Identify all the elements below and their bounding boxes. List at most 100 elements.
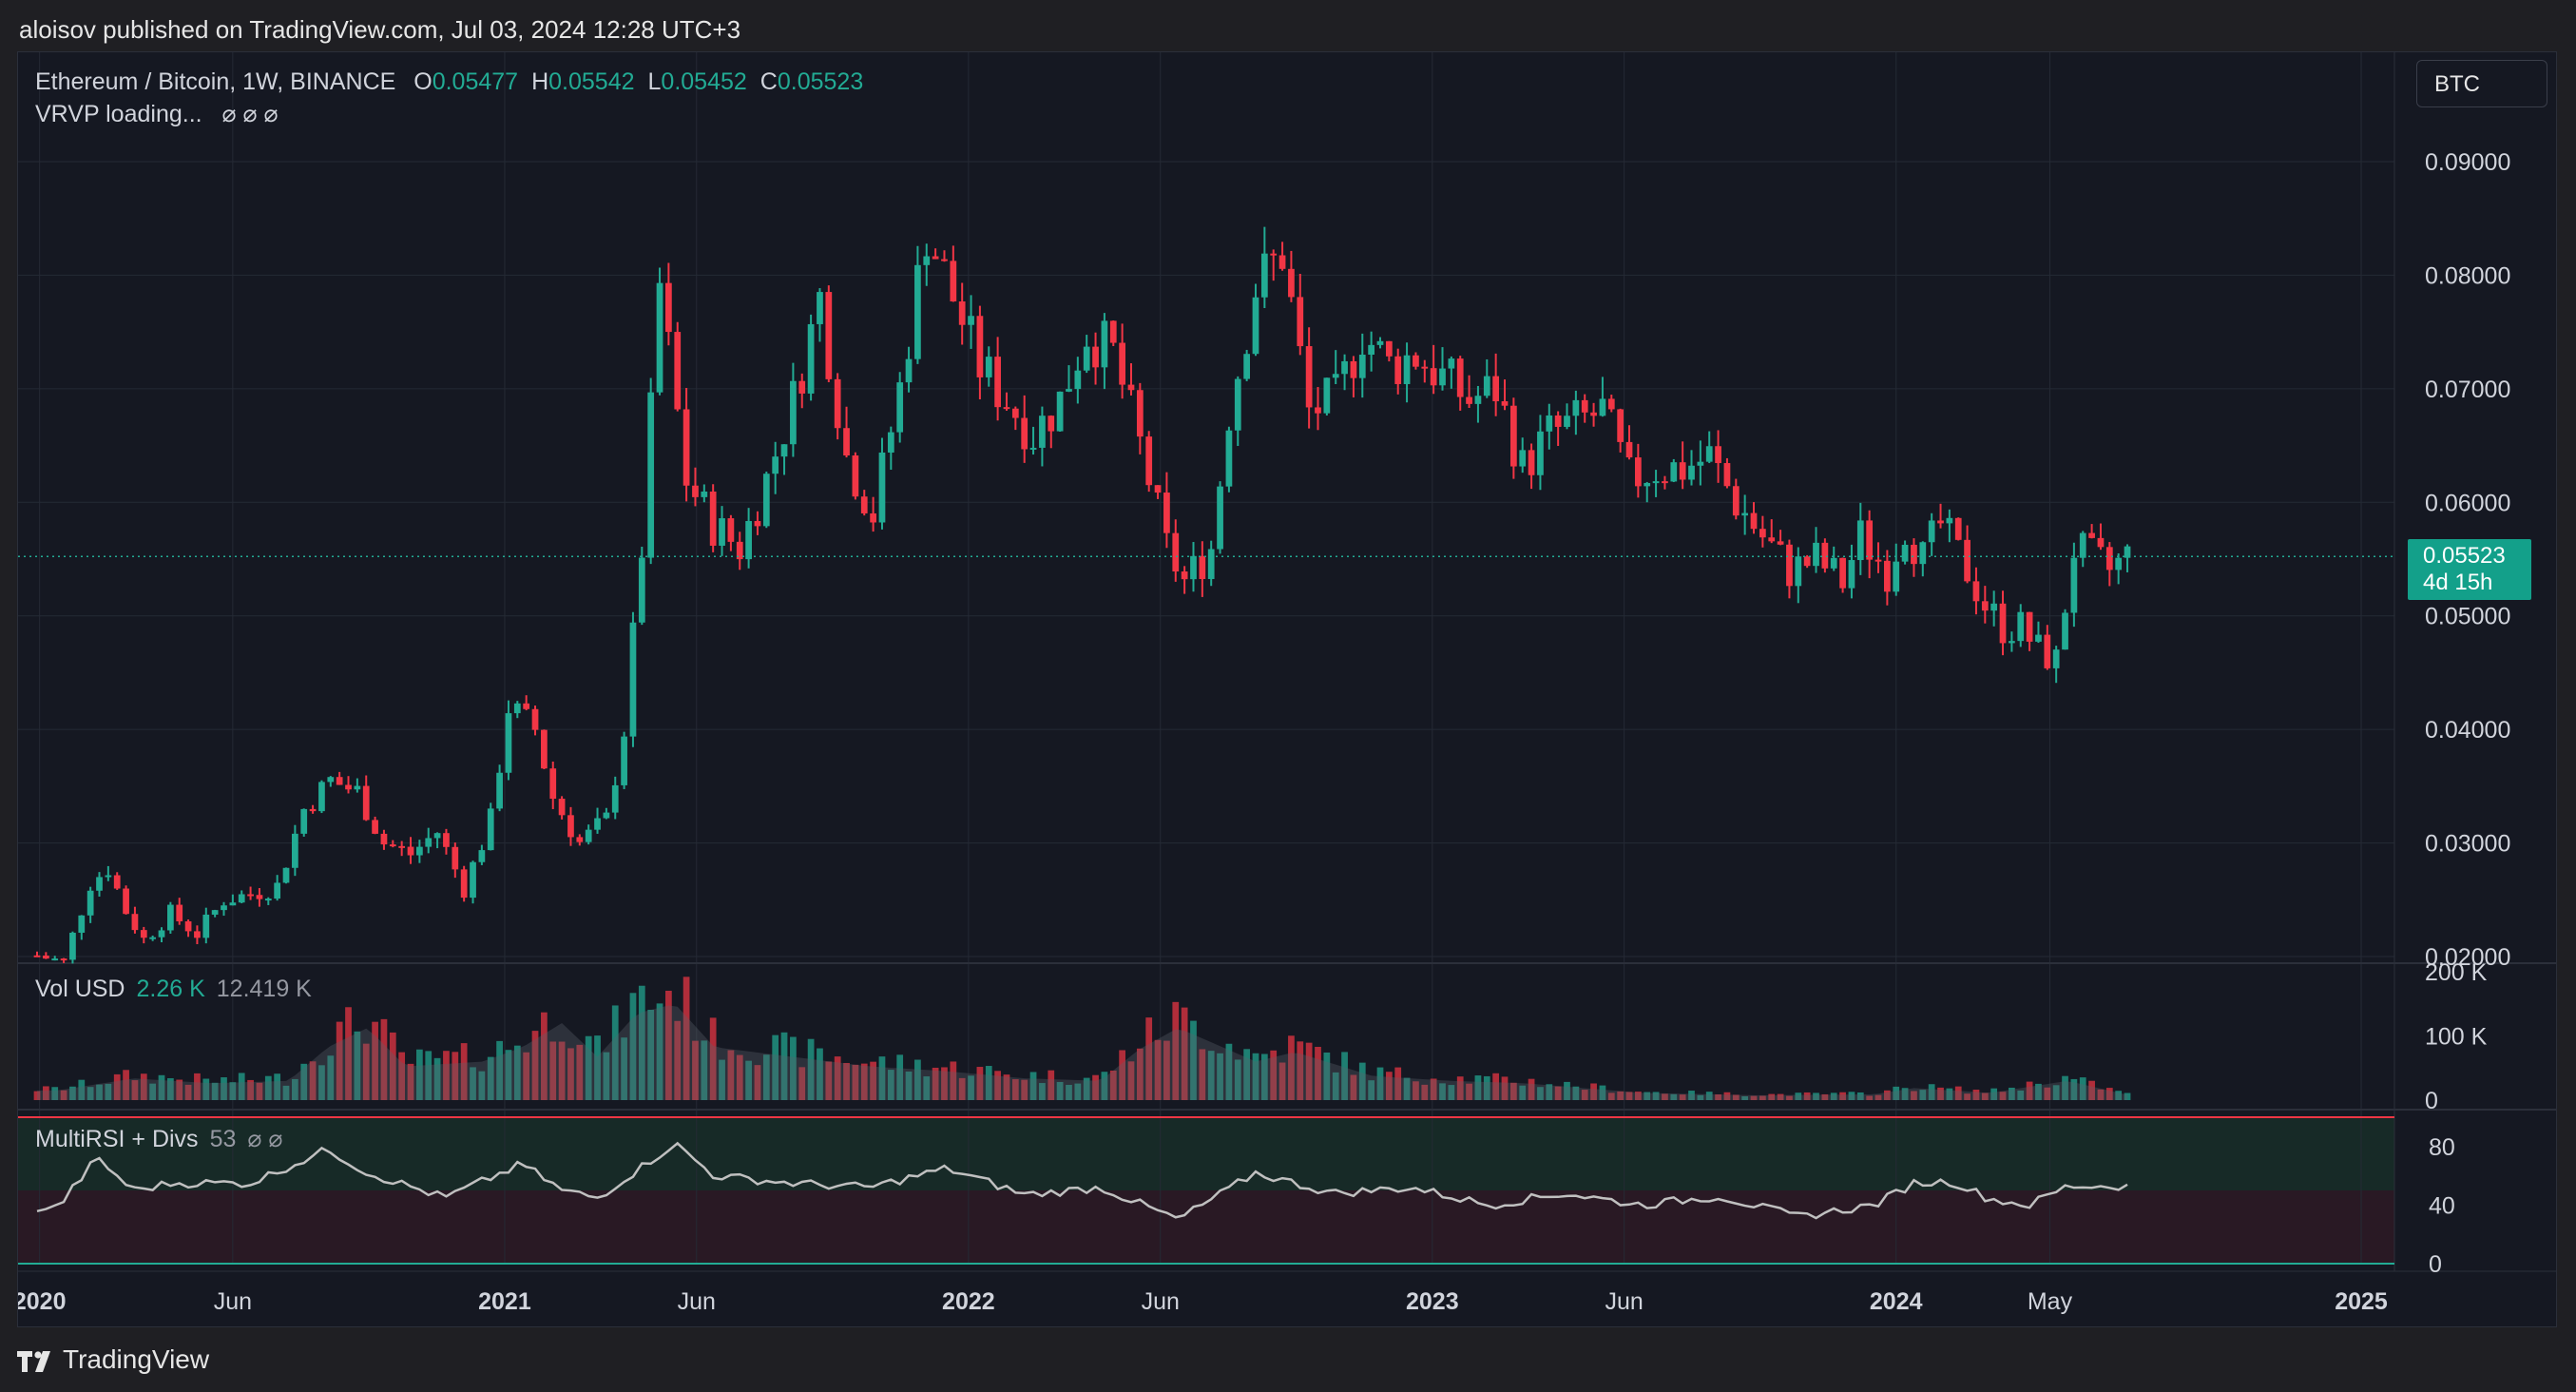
volume-bar-156 [1421, 1084, 1429, 1100]
volume-bar-79 [736, 1054, 743, 1100]
volume-bar-166 [1509, 1082, 1517, 1100]
rsi-label[interactable]: MultiRSI + Divs [35, 1126, 199, 1152]
volume-bar-194 [1759, 1095, 1766, 1100]
candle-body-92 [852, 455, 859, 497]
candle-body-29 [292, 833, 298, 868]
volume-bar-150 [1368, 1080, 1375, 1100]
candle-body-153 [1394, 356, 1402, 384]
candle-body-204 [1848, 560, 1855, 589]
volume-bar-187 [1697, 1094, 1704, 1100]
candle-body-114 [1048, 416, 1055, 432]
candle-body-217 [1964, 539, 1970, 582]
candle-body-19 [202, 914, 210, 938]
time-axis-label-8: 2024 [1870, 1288, 1923, 1315]
candle-body-2 [51, 958, 59, 961]
time-axis-label-2: 2021 [478, 1288, 531, 1315]
volume-bar-153 [1394, 1067, 1402, 1100]
candle-body-207 [1874, 559, 1882, 562]
candle-body-233 [2105, 547, 2113, 570]
volume-bar-11 [131, 1080, 139, 1100]
volume-bar-81 [754, 1065, 761, 1100]
candle-body-3 [60, 958, 67, 961]
candle-body-94 [870, 512, 876, 523]
time-axis-label-4: 2022 [942, 1288, 995, 1315]
candle-body-35 [345, 784, 352, 790]
candle-body-16 [176, 904, 183, 921]
candle-body-67 [629, 622, 637, 737]
volume-bar-217 [1964, 1093, 1970, 1100]
symbol-title[interactable]: Ethereum / Bitcoin, 1W, BINANCE [35, 68, 396, 95]
volume-bar-104 [958, 1077, 966, 1100]
candle-body-115 [1056, 391, 1064, 432]
time-axis-label-1: Jun [214, 1288, 252, 1315]
candle-body-121 [1109, 320, 1117, 343]
volume-bar-116 [1066, 1084, 1072, 1100]
volume-bar-193 [1750, 1095, 1758, 1100]
volume-bar-107 [985, 1066, 992, 1100]
candle-body-179 [1625, 441, 1633, 458]
volume-bar-164 [1492, 1073, 1500, 1100]
candle-body-147 [1341, 360, 1348, 375]
chart-canvas[interactable]: 0.09000 0.08000 0.07000 0.06000 0.05000 0.040… [18, 52, 2556, 1326]
candle-body-4 [69, 932, 76, 960]
currency-button[interactable]: BTC [2416, 60, 2547, 107]
close-value: 0.05523 [777, 68, 864, 95]
candle-body-209 [1893, 561, 1900, 592]
volume-bar-161 [1466, 1083, 1472, 1100]
volume-bar-183 [1662, 1093, 1668, 1100]
volume-bar-78 [727, 1050, 735, 1100]
volume-bar-25 [256, 1082, 263, 1100]
volume-bar-32 [318, 1065, 325, 1100]
volume-bar-235 [2124, 1092, 2131, 1100]
candle-body-229 [2070, 557, 2078, 613]
volume-bar-119 [1092, 1074, 1099, 1100]
volume-bar-216 [1954, 1086, 1962, 1100]
volume-bar-186 [1688, 1091, 1695, 1100]
volume-bar-114 [1048, 1070, 1055, 1100]
volume-label[interactable]: Vol USD [35, 976, 125, 1002]
candle-body-130 [1190, 555, 1197, 580]
candle-body-228 [2062, 612, 2068, 650]
chart-frame[interactable]: 0.09000 0.08000 0.07000 0.06000 0.05000 0.040… [17, 51, 2557, 1327]
candle-body-163 [1483, 376, 1490, 396]
volume-bar-99 [914, 1059, 921, 1100]
volume-bar-159 [1448, 1085, 1455, 1100]
volume-bar-58 [549, 1041, 557, 1100]
candle-body-0 [33, 955, 41, 957]
volume-bar-100 [923, 1076, 931, 1100]
candle-body-90 [834, 378, 841, 429]
volume-bar-120 [1101, 1072, 1108, 1100]
volume-bar-182 [1652, 1092, 1660, 1100]
candle-body-151 [1376, 340, 1384, 345]
volume-bar-75 [701, 1040, 708, 1100]
volume-axis-label-1: 100 K [2425, 1024, 2488, 1051]
volume-bar-226 [2044, 1087, 2051, 1100]
candle-body-158 [1439, 368, 1446, 386]
candle-body-168 [1528, 450, 1535, 475]
candle-body-173 [1572, 399, 1580, 416]
candle-body-131 [1199, 555, 1206, 580]
footer-brand[interactable]: TradingView [63, 1344, 210, 1374]
vrvp-label[interactable]: VRVP loading... [35, 101, 202, 127]
volume-bar-131 [1199, 1049, 1206, 1100]
volume-bar-231 [2088, 1080, 2095, 1100]
candle-body-188 [1705, 446, 1713, 462]
volume-bar-222 [2009, 1087, 2015, 1100]
candle-body-144 [1315, 407, 1321, 414]
volume-bar-198 [1795, 1092, 1802, 1100]
volume-bar-169 [1537, 1087, 1544, 1100]
candle-body-96 [887, 432, 894, 453]
volume-bar-103 [950, 1061, 957, 1100]
candle-body-111 [1021, 417, 1028, 450]
volume-bar-36 [354, 1031, 361, 1100]
candle-body-116 [1066, 389, 1072, 392]
time-axis-label-10: 2025 [2335, 1288, 2388, 1315]
volume-bar-143 [1305, 1042, 1313, 1100]
volume-bar-34 [336, 1021, 343, 1100]
volume-bar-53 [505, 1050, 512, 1100]
volume-bar-83 [772, 1034, 779, 1100]
volume-bar-51 [487, 1056, 494, 1100]
time-axis-label-7: Jun [1605, 1288, 1644, 1315]
volume-bar-213 [1928, 1084, 1935, 1100]
candle-body-80 [745, 520, 752, 560]
